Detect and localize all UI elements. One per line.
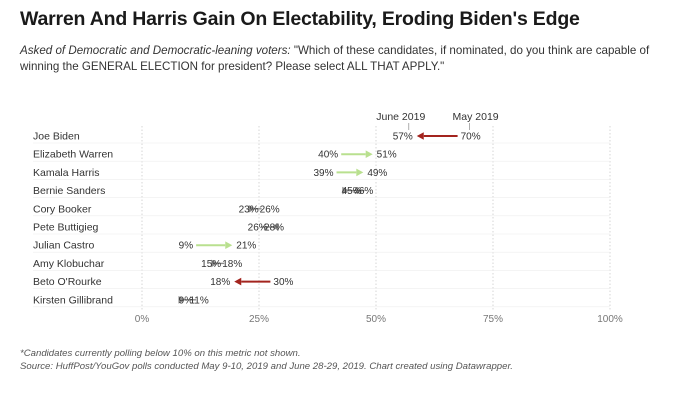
source-note: Source: HuffPost/YouGov polls conducted … — [20, 361, 513, 372]
chart-title: Warren And Harris Gain On Electability, … — [20, 8, 580, 30]
value-label-may: 40% — [318, 150, 338, 161]
x-tick-label: 50% — [366, 314, 386, 325]
arrow-head — [211, 259, 219, 268]
arrow-head — [416, 132, 424, 140]
arrow-head — [248, 205, 256, 213]
value-label-june: 26% — [248, 223, 268, 234]
subtitle-question: "Which of these candidates, if nominated… — [20, 44, 650, 73]
subtitle-lead: Asked of Democratic and Democratic-leani… — [20, 44, 291, 57]
row-label: Beto O'Rourke — [33, 276, 102, 288]
x-tick-label: 0% — [135, 314, 150, 325]
value-label-june: 21% — [236, 241, 256, 252]
arrow-head — [356, 168, 364, 177]
row-label: Joe Biden — [33, 131, 80, 143]
value-label-june: 46% — [353, 186, 373, 197]
value-label-june: 49% — [367, 168, 387, 179]
value-label-may: 70% — [461, 132, 481, 143]
value-label-may: 28% — [264, 223, 284, 234]
row-label: Amy Klobuchar — [33, 258, 105, 270]
arrow-head — [225, 241, 233, 249]
arrow-head — [234, 277, 242, 286]
legend-june: June 2019 — [376, 111, 425, 123]
x-tick-label: 100% — [597, 314, 623, 325]
arrow-head — [342, 186, 350, 195]
arrow-head — [271, 223, 279, 231]
chart-notes: *Candidates currently polling below 10% … — [20, 347, 670, 373]
value-label-may: 45% — [342, 186, 362, 197]
value-label-may: 15% — [201, 259, 221, 270]
footnote: *Candidates currently polling below 10% … — [20, 348, 301, 359]
row-label: Kamala Harris — [33, 167, 100, 179]
row-label: Pete Buttigieg — [33, 222, 99, 234]
row-label: Bernie Sanders — [33, 185, 105, 197]
value-label-may: 9% — [179, 241, 194, 252]
arrow-head — [178, 296, 186, 304]
value-label-may: 30% — [273, 277, 293, 288]
row-label: Julian Castro — [33, 240, 94, 252]
value-label-may: 23% — [239, 204, 259, 215]
arrow-chart: 0% 25% 50% 75% 100% June 2019 May 2019 Joe Bide… — [33, 111, 623, 325]
row-label: Elizabeth Warren — [33, 149, 113, 161]
value-label-june: 57% — [393, 132, 413, 143]
row-label: Cory Booker — [33, 203, 92, 215]
value-label-june: 18% — [210, 277, 230, 288]
legend-may: May 2019 — [453, 111, 499, 123]
x-tick-label: 75% — [483, 314, 503, 325]
value-label-june: 18% — [222, 259, 242, 270]
arrow-head — [365, 150, 373, 158]
x-tick-label: 25% — [249, 314, 269, 325]
value-label-june: 26% — [260, 204, 280, 215]
row-label: Kirsten Gillibrand — [33, 294, 113, 306]
chart-subtitle: Asked of Democratic and Democratic-leani… — [20, 43, 668, 75]
value-label-june: 51% — [377, 150, 397, 161]
value-label-may: 9% — [179, 295, 194, 306]
value-label-june: 11% — [189, 295, 208, 306]
value-label-may: 39% — [314, 168, 334, 179]
